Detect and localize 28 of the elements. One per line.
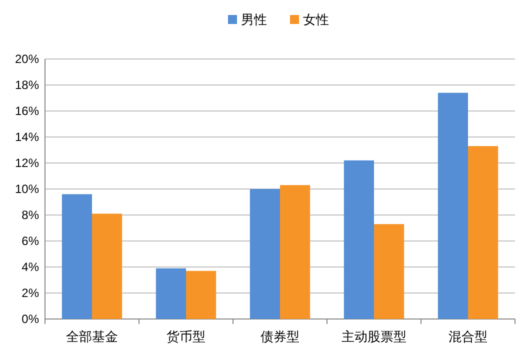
bar — [62, 194, 92, 319]
bar — [374, 224, 404, 319]
y-tick-label: 0% — [22, 312, 40, 326]
bar — [186, 270, 216, 319]
y-tick-label: 8% — [22, 208, 40, 222]
y-tick-label: 10% — [14, 182, 40, 196]
y-tick-label: 20% — [14, 52, 40, 66]
x-tick-label: 主动股票型 — [342, 329, 406, 344]
bar — [438, 92, 468, 319]
legend-label: 女性 — [303, 12, 329, 27]
x-tick-label: 全部基金 — [66, 329, 118, 344]
y-tick-label: 18% — [14, 78, 40, 92]
x-tick-label: 债券型 — [260, 329, 300, 344]
y-tick-label: 16% — [14, 104, 40, 118]
x-tick-label: 混合型 — [448, 329, 488, 344]
bar — [250, 189, 280, 319]
bar — [92, 214, 122, 319]
y-tick-label: 12% — [14, 156, 40, 170]
bar — [468, 146, 498, 319]
bar — [344, 160, 374, 319]
x-tick-label: 货币型 — [166, 329, 206, 344]
y-tick-label: 14% — [14, 130, 40, 144]
legend-label: 男性 — [241, 12, 267, 27]
bar — [156, 268, 186, 319]
y-tick-label: 2% — [22, 286, 40, 300]
bar — [280, 185, 310, 319]
y-tick-label: 6% — [22, 234, 40, 248]
y-tick-label: 4% — [22, 260, 40, 274]
